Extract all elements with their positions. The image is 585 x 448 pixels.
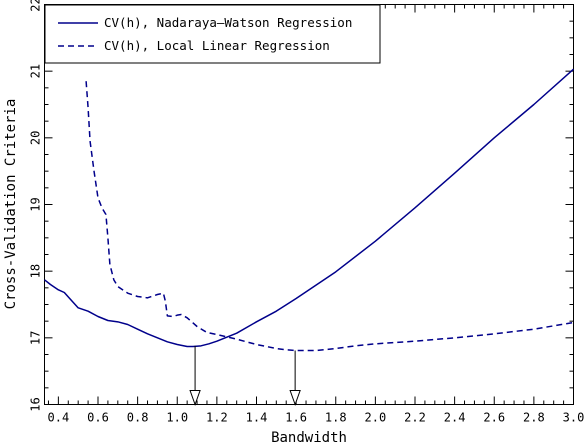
x-tick-label: 1.2 — [206, 411, 228, 425]
y-tick-label: 17 — [29, 331, 43, 345]
x-tick-label: 2.4 — [444, 411, 466, 425]
series-nadaraya-watson-line — [44, 68, 574, 348]
x-tick-label: 2.6 — [483, 411, 505, 425]
plot-frame — [44, 4, 574, 405]
minimum-arrow-head — [289, 390, 301, 406]
y-tick-label: 21 — [29, 64, 43, 78]
legend-box — [44, 4, 381, 64]
x-tick-labels: 0.4 0.6 0.8 1.0 1.2 1.4 1.6 1.8 2.0 2.2 2.4 2.6 2.8 3… — [48, 411, 585, 425]
x-tick-label: 2.0 — [365, 411, 387, 425]
x-tick-label: 0.8 — [127, 411, 149, 425]
x-tick-label: 2.8 — [523, 411, 545, 425]
y-tick-labels: 16 17 18 19 20 21 22 — [29, 0, 43, 412]
axis-ticks — [44, 4, 574, 405]
x-tick-label: 3.0 — [563, 411, 585, 425]
y-tick-label: 19 — [29, 197, 43, 211]
series-local-linear-line — [85, 81, 574, 352]
y-tick-label: 16 — [29, 397, 43, 411]
x-tick-label: 1.4 — [246, 411, 268, 425]
y-axis-title: Cross-Validation Criteria — [3, 99, 19, 310]
annotation-layer — [189, 345, 301, 406]
x-tick-label: 2.2 — [404, 411, 426, 425]
minimum-arrow-head — [189, 390, 201, 406]
x-tick-label: 1.0 — [166, 411, 188, 425]
y-tick-label: 22 — [29, 0, 43, 12]
legend: CV(h), Nadaraya–Watson Regression CV(h),… — [44, 4, 381, 64]
x-tick-label: 0.6 — [87, 411, 109, 425]
series-layer — [44, 68, 574, 352]
x-tick-label: 1.6 — [285, 411, 307, 425]
y-tick-label: 20 — [29, 131, 43, 145]
legend-label-nadaraya-watson: CV(h), Nadaraya–Watson Regression — [104, 15, 352, 30]
y-tick-label: 18 — [29, 264, 43, 278]
legend-label-local-linear: CV(h), Local Linear Regression — [104, 38, 330, 53]
x-tick-label: 1.8 — [325, 411, 347, 425]
x-axis-title: Bandwidth — [271, 430, 347, 446]
x-tick-label: 0.4 — [48, 411, 70, 425]
